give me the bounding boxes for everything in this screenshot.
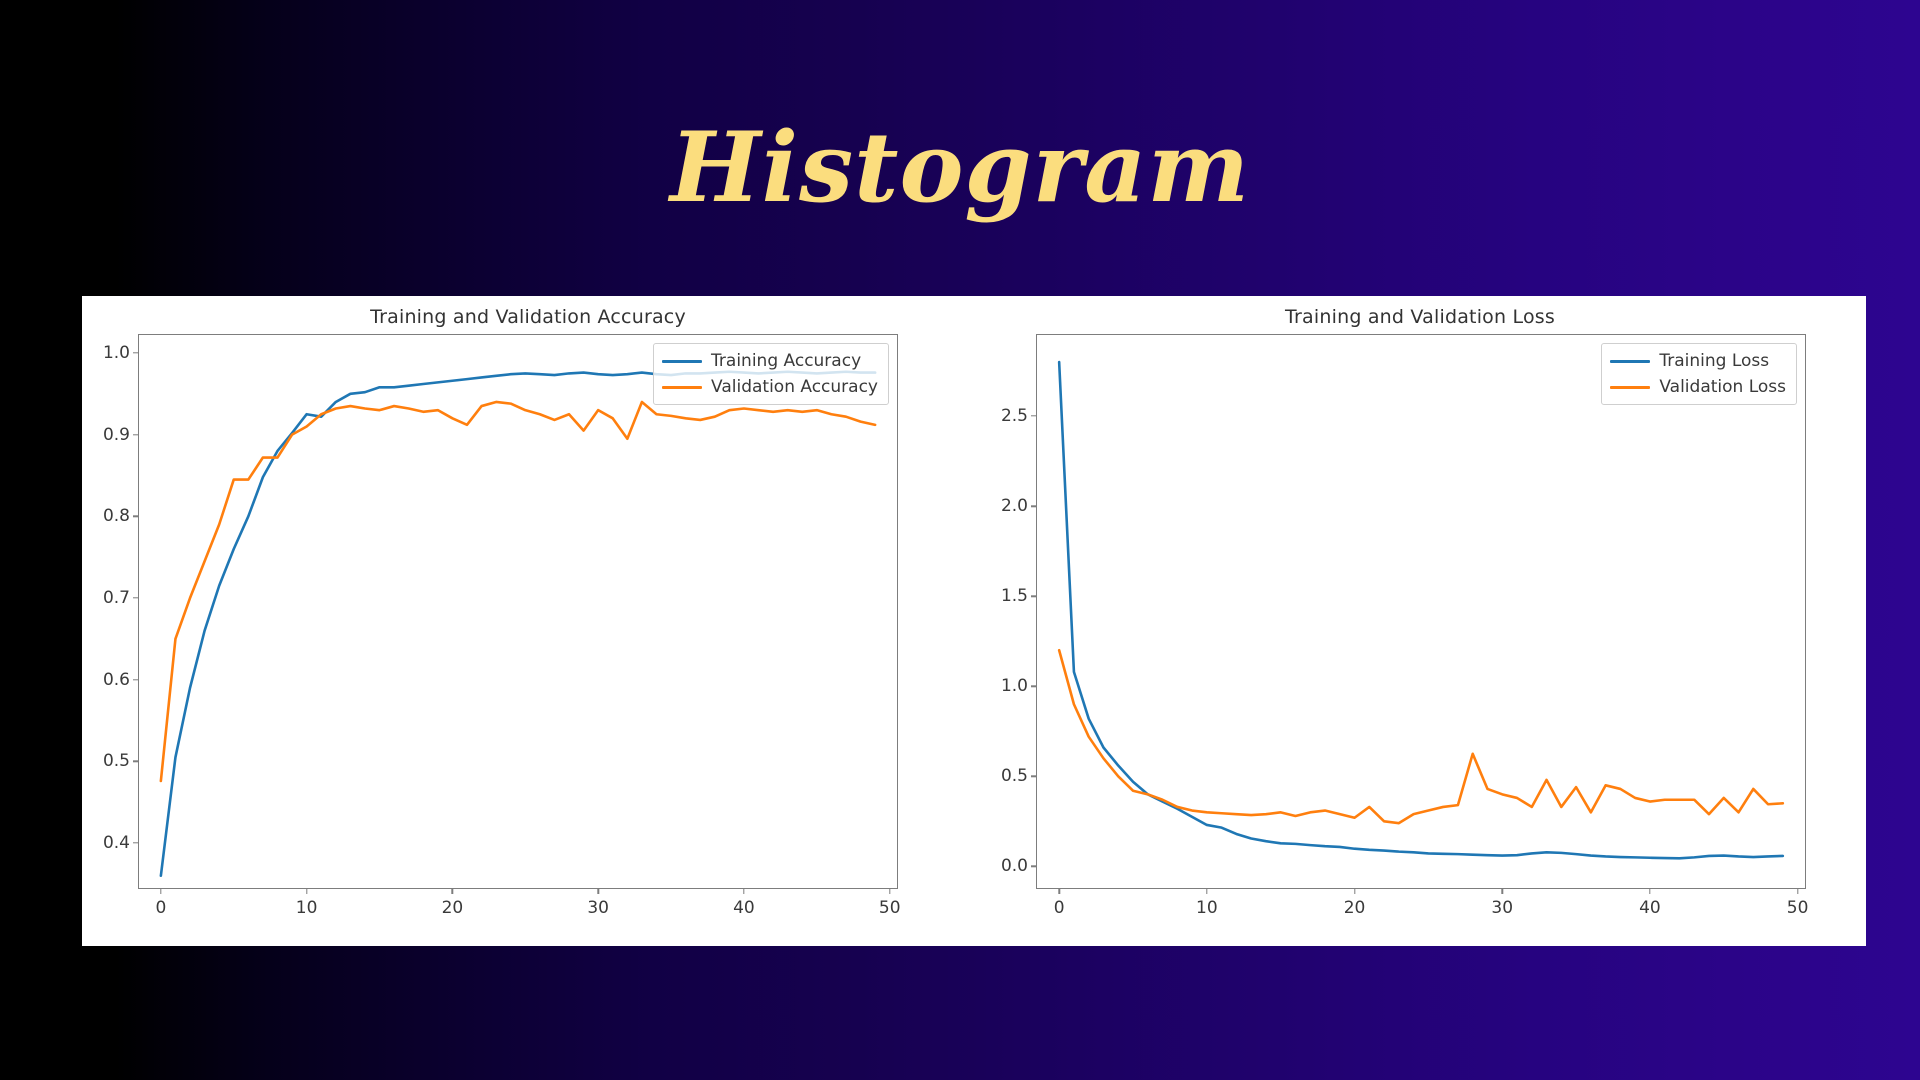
legend-swatch-validation-accuracy [662, 385, 703, 389]
xtick-mark [743, 888, 745, 894]
legend-label-training-loss: Training Loss [1659, 351, 1770, 371]
series-line-training-loss [1059, 362, 1783, 858]
subplot-loss: Training and Validation Loss Training Lo… [974, 296, 1866, 946]
figure-panel: Training and Validation Accuracy Trainin… [82, 296, 1866, 946]
xtick-mark [597, 888, 599, 894]
xtick-label: 30 [587, 898, 609, 918]
xtick-label: 50 [878, 898, 901, 918]
xtick-label: 10 [1196, 898, 1218, 918]
legend-item-training-loss[interactable]: Training Loss [1610, 351, 1786, 371]
xtick-mark [1353, 888, 1356, 894]
xtick-label: 20 [441, 898, 464, 918]
legend-item-training-accuracy[interactable]: Training Accuracy [662, 351, 878, 371]
ytick-mark [1031, 685, 1037, 687]
ytick-mark [1031, 865, 1037, 868]
ytick-label: 0.8 [102, 506, 130, 527]
chart-title-loss: Training and Validation Loss [1285, 306, 1555, 328]
ytick-label: 2.0 [1000, 496, 1028, 517]
ytick-label: 0.7 [102, 588, 130, 609]
xtick-label: 20 [1343, 898, 1366, 918]
ytick-mark [1031, 775, 1037, 778]
line-chart-accuracy [139, 335, 897, 888]
xtick-label: 40 [1639, 898, 1661, 918]
xtick-label: 0 [155, 898, 167, 918]
ytick-mark [133, 515, 139, 518]
legend-loss: Training Loss Validation Loss [1601, 343, 1797, 405]
ytick-label: 1.0 [102, 342, 130, 363]
legend-swatch-validation-loss [1610, 385, 1651, 389]
xtick-label: 30 [1491, 898, 1514, 918]
line-chart-loss [1037, 335, 1805, 888]
ytick-label: 1.0 [1000, 676, 1028, 697]
xtick-label: 50 [1786, 898, 1809, 918]
ytick-label: 0.6 [102, 669, 130, 690]
ytick-mark [133, 433, 139, 436]
plot-area-accuracy: Training Accuracy Validation Accuracy 0.… [103, 334, 901, 918]
ytick-label: 0.4 [102, 833, 130, 854]
ytick-mark [133, 842, 139, 844]
series-line-validation-loss [1059, 650, 1783, 823]
ytick-mark [133, 679, 139, 681]
ytick-label: 0.0 [1000, 856, 1028, 877]
legend-accuracy: Training Accuracy Validation Accuracy [653, 343, 889, 405]
xtick-mark [1206, 888, 1208, 894]
ytick-mark [1031, 595, 1037, 597]
page-title: Histogram [669, 111, 1251, 224]
subplot-accuracy: Training and Validation Accuracy Trainin… [82, 296, 974, 946]
legend-swatch-training-loss [1610, 359, 1651, 363]
ytick-label: 2.5 [1000, 406, 1028, 427]
ytick-mark [133, 352, 139, 354]
series-line-validation-accuracy [161, 402, 875, 781]
ytick-mark [133, 597, 139, 599]
legend-item-validation-loss[interactable]: Validation Loss [1610, 377, 1786, 397]
xtick-mark [1058, 888, 1060, 894]
ytick-label: 1.5 [1000, 586, 1028, 607]
xtick-mark [451, 888, 454, 894]
series-line-training-accuracy [161, 372, 875, 876]
ytick-mark [133, 760, 139, 763]
xtick-mark [1796, 888, 1799, 894]
xtick-mark [889, 888, 891, 894]
legend-label-training-accuracy: Training Accuracy [711, 351, 862, 371]
ytick-label: 0.5 [102, 751, 130, 772]
xtick-mark [305, 888, 308, 894]
legend-label-validation-accuracy: Validation Accuracy [711, 377, 878, 397]
legend-item-validation-accuracy[interactable]: Validation Accuracy [662, 377, 878, 397]
ytick-mark [1031, 505, 1037, 507]
legend-label-validation-loss: Validation Loss [1659, 377, 1786, 397]
xtick-label: 10 [295, 898, 318, 918]
xtick-label: 0 [1053, 898, 1065, 918]
chart-title-accuracy: Training and Validation Accuracy [370, 306, 686, 328]
xtick-mark [160, 888, 162, 894]
plot-area-loss: Training Loss Validation Loss 0.0 0.5 1.0 1… [1001, 334, 1808, 918]
xtick-label: 40 [733, 898, 755, 918]
ytick-mark [1031, 415, 1037, 417]
ytick-label: 0.9 [102, 424, 130, 445]
legend-swatch-training-accuracy [662, 359, 703, 363]
ytick-label: 0.5 [1000, 766, 1028, 787]
xtick-mark [1501, 888, 1503, 894]
xtick-mark [1649, 888, 1651, 894]
